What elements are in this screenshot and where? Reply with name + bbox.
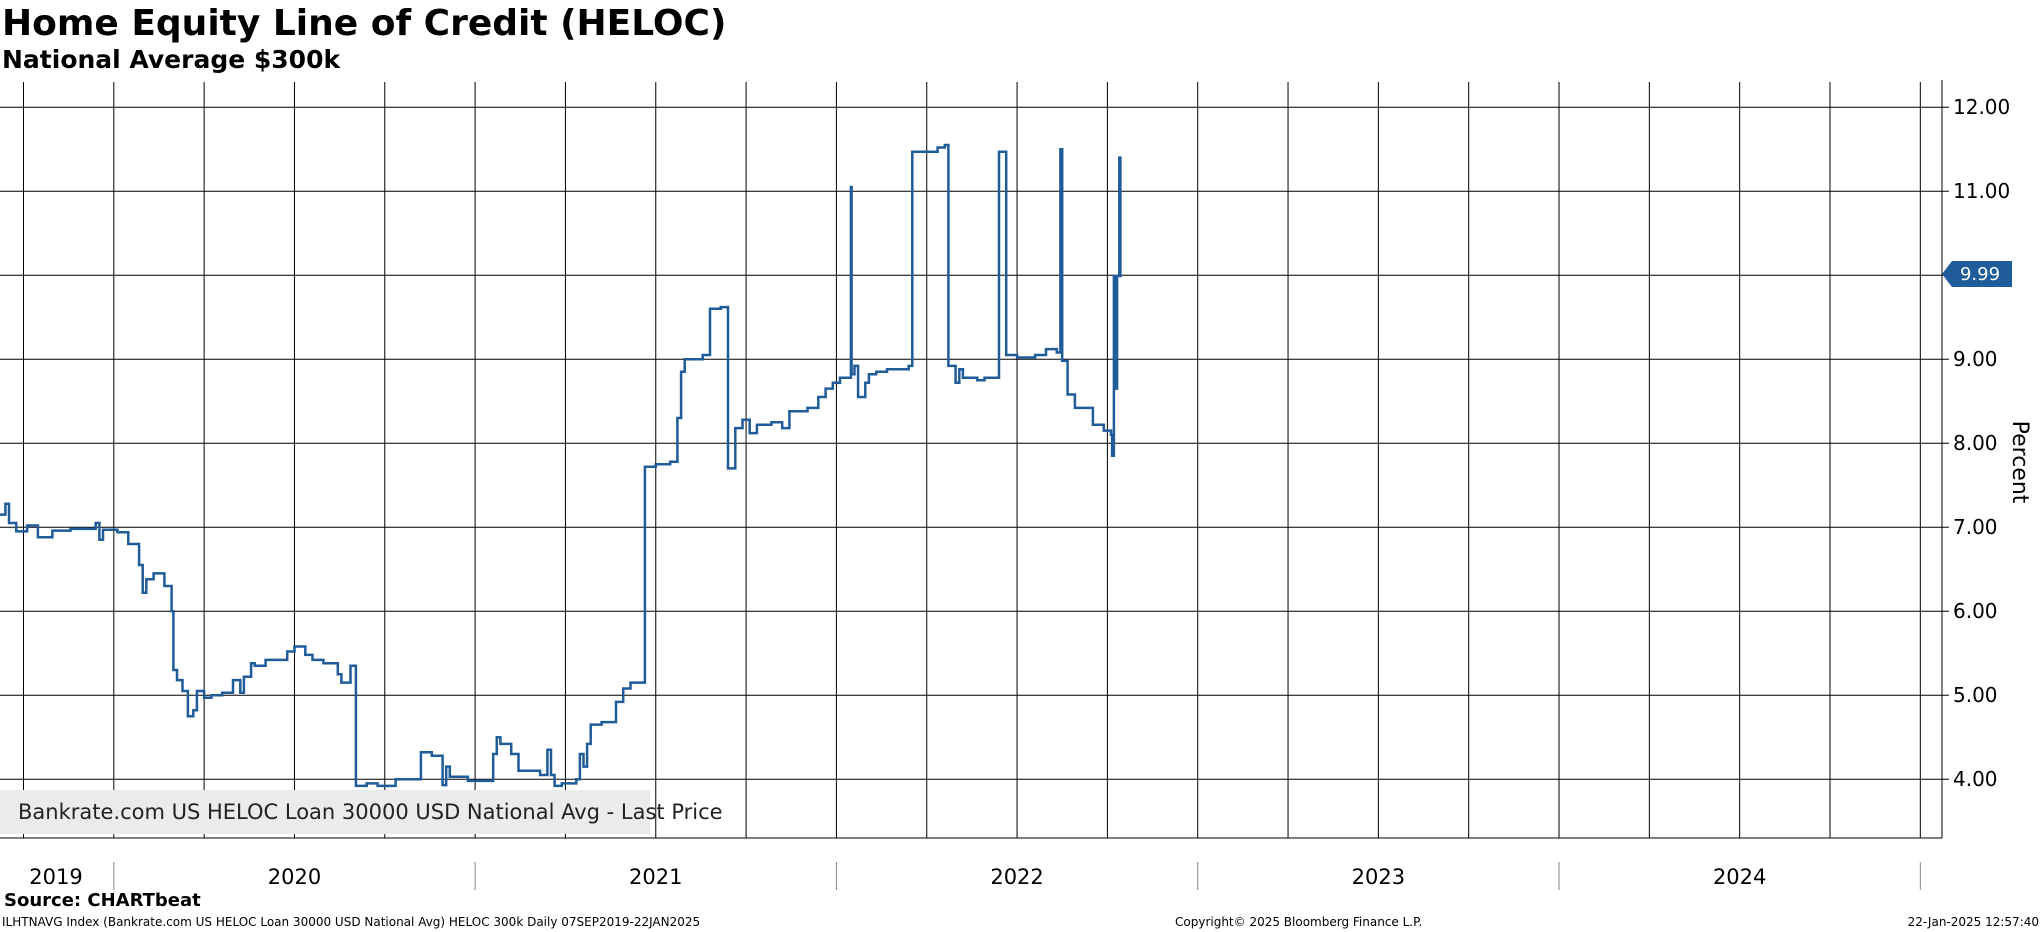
y-tick-label: 9.00 xyxy=(1953,347,1998,371)
series-line xyxy=(0,143,1122,788)
x-tick-label: 2022 xyxy=(990,865,1043,889)
y-tick-label: 6.00 xyxy=(1953,599,1998,623)
axes xyxy=(0,80,1943,890)
y-axis-label: Percent xyxy=(2007,421,2032,504)
last-value-tag: 9.99 xyxy=(1942,261,2012,287)
y-tick-label: 11.00 xyxy=(1953,179,2010,203)
y-tick-label: 12.00 xyxy=(1953,95,2010,119)
last-value-label: 9.99 xyxy=(1960,264,2000,285)
footer-ticker: ILHTNAVG Index (Bankrate.com US HELOC Lo… xyxy=(2,915,701,929)
y-tick-label: 4.00 xyxy=(1953,767,1998,791)
x-tick-label: 2024 xyxy=(1713,865,1766,889)
x-tick-label: 2020 xyxy=(268,865,321,889)
footer-copyright: Copyright© 2025 Bloomberg Finance L.P. xyxy=(1175,915,1423,929)
x-tick-label: 2021 xyxy=(629,865,682,889)
y-tick-label: 8.00 xyxy=(1953,431,1998,455)
chart-title: Home Equity Line of Credit (HELOC) xyxy=(2,3,727,44)
horizontal-gridlines xyxy=(0,106,1942,780)
y-tick-label: 7.00 xyxy=(1953,515,1998,539)
x-tick-label: 2019 xyxy=(29,865,82,889)
x-tick-labels: 2019 2020 2021 2022 2023 2024 xyxy=(29,865,1766,889)
legend: Bankrate.com US HELOC Loan 30000 USD Nat… xyxy=(0,790,723,834)
source-label: Source: CHARTbeat xyxy=(4,890,201,911)
y-tick-label: 5.00 xyxy=(1953,683,1998,707)
legend-label: Bankrate.com US HELOC Loan 30000 USD Nat… xyxy=(18,800,723,824)
footer-timestamp: 22-Jan-2025 12:57:40 xyxy=(1907,915,2039,929)
series-layer xyxy=(0,143,1122,788)
vertical-gridlines xyxy=(22,82,1921,838)
chart-subtitle: National Average $300k xyxy=(2,45,341,74)
x-tick-label: 2023 xyxy=(1352,865,1405,889)
